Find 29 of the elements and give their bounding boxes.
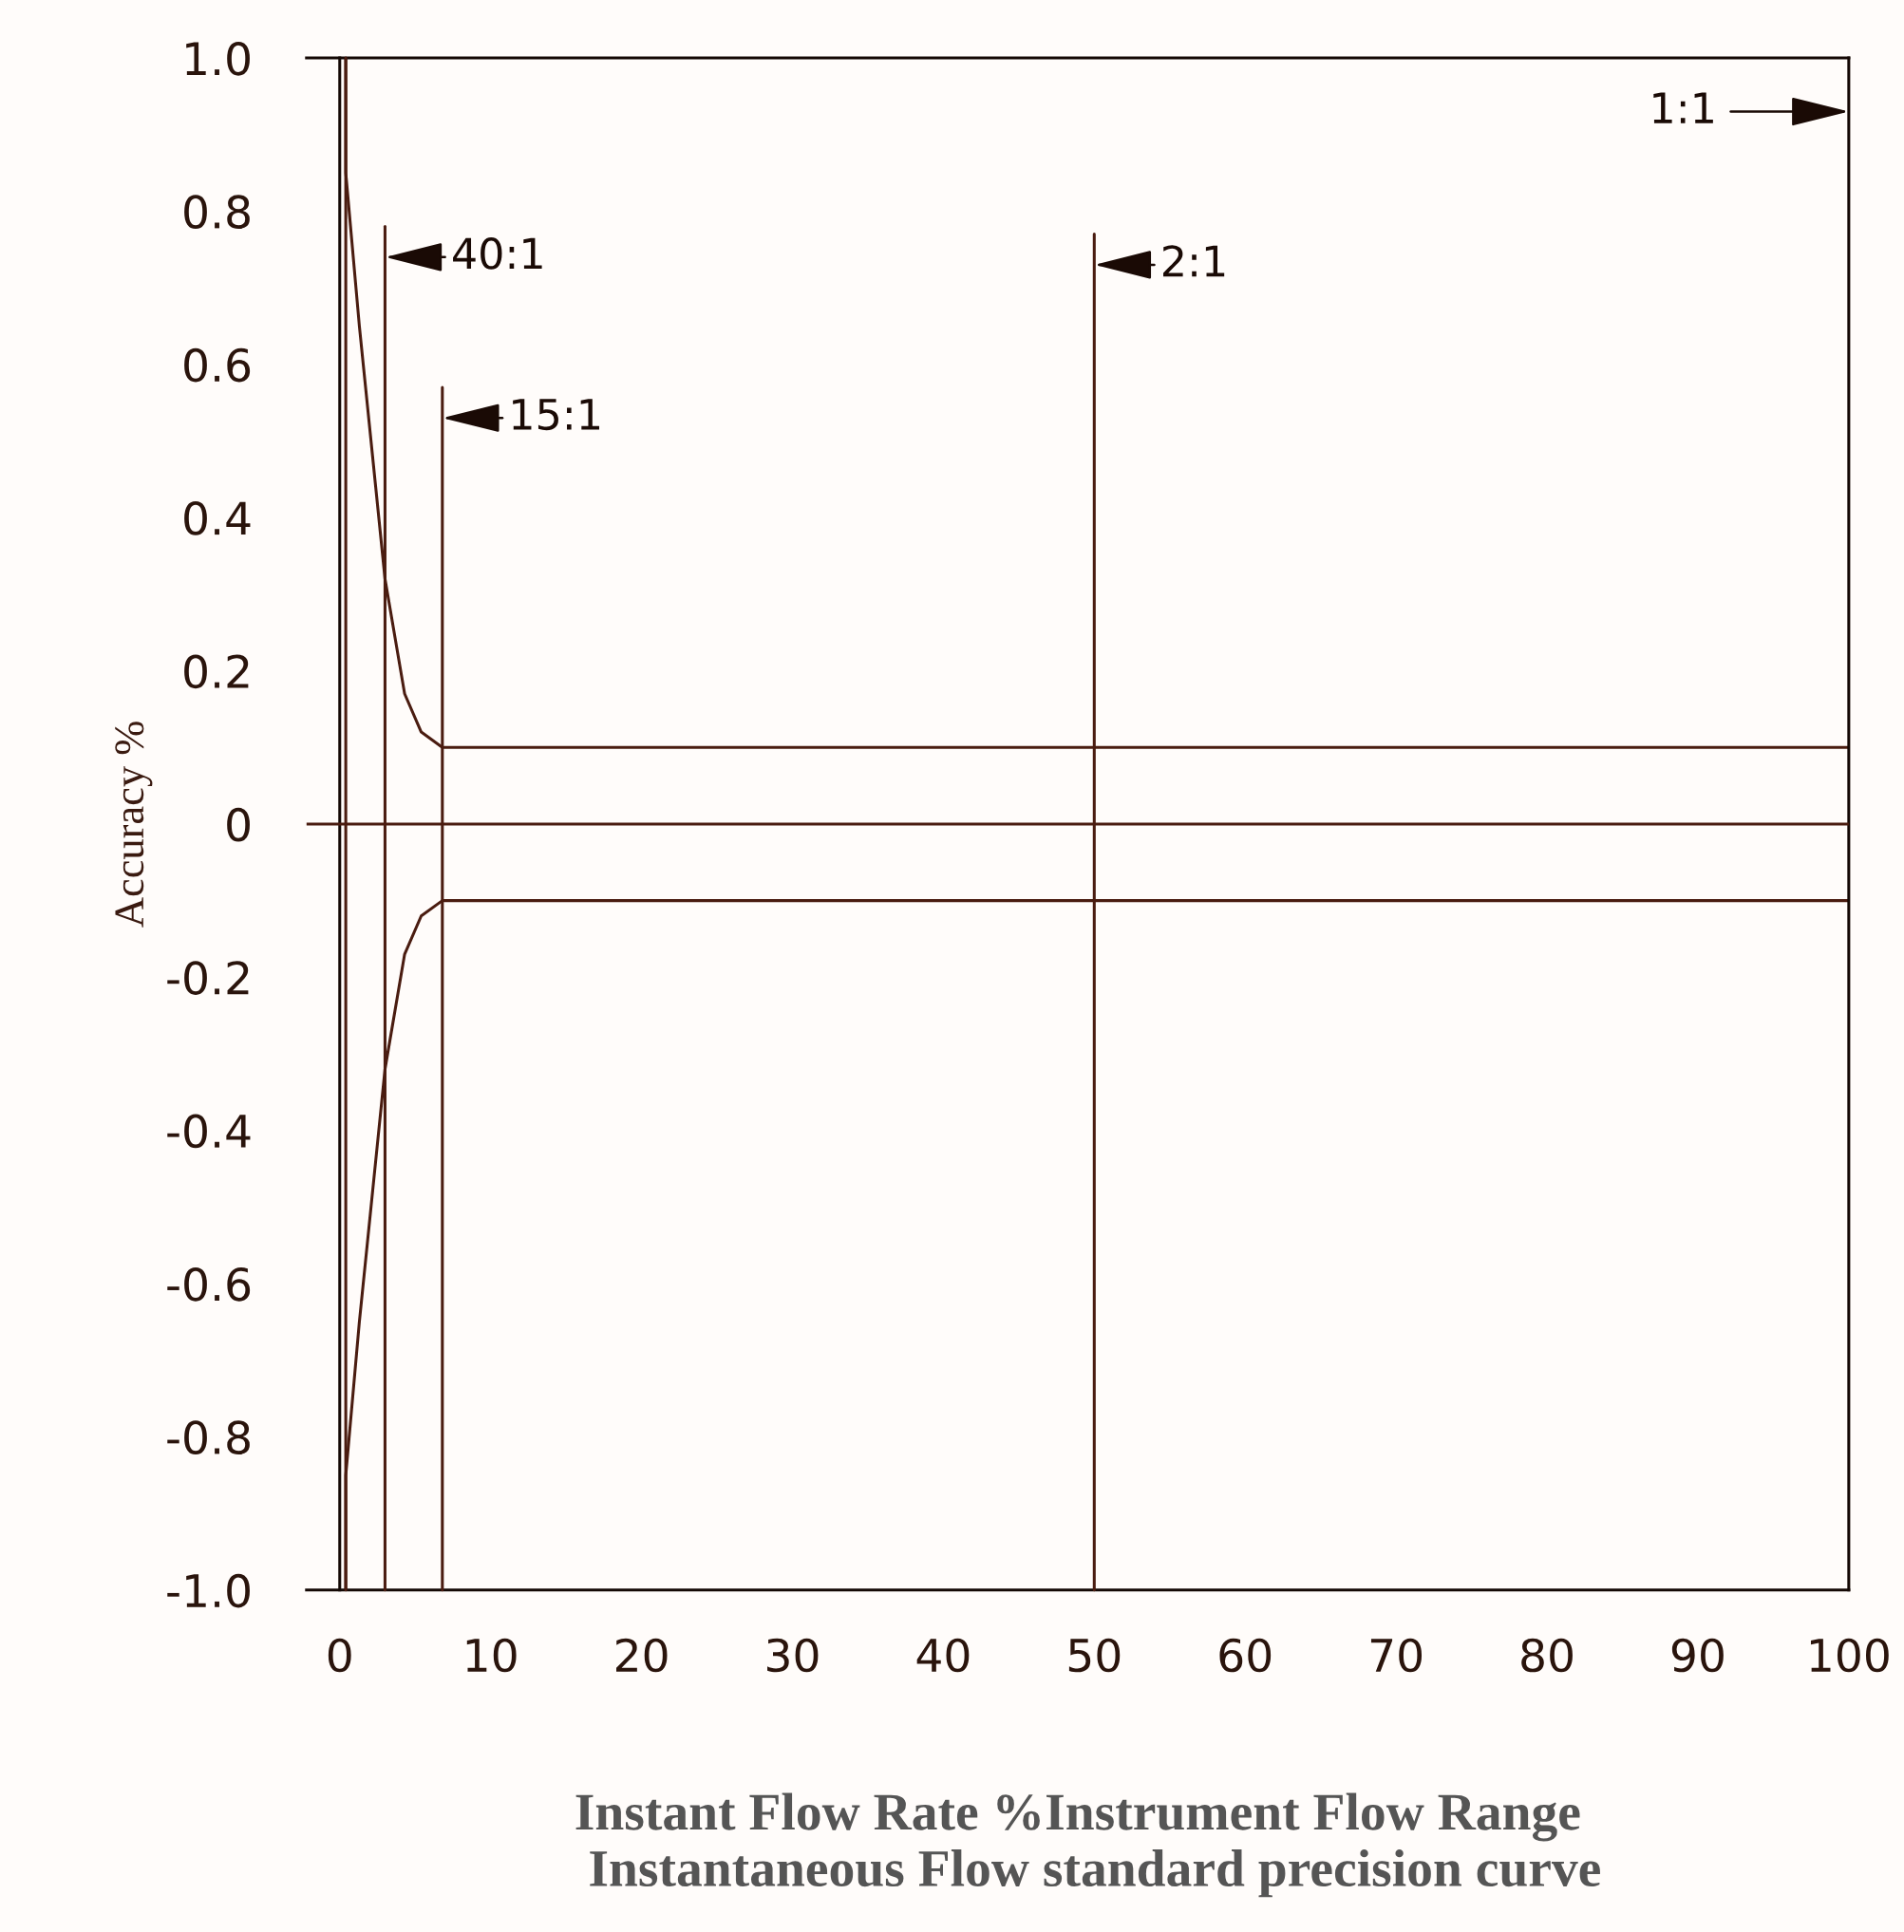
x-tick-label: 70 — [1370, 1638, 1423, 1673]
x-tick-label: 50 — [1068, 1638, 1121, 1673]
y-tick-label: -0.4 — [167, 1114, 251, 1149]
x-tick-label: 60 — [1219, 1638, 1272, 1673]
annotation: 40:1 — [453, 237, 542, 270]
annotation: 1:1 — [1653, 92, 1713, 123]
x-axis-title: Instant Flow Rate %Instrument Flow Range — [575, 1792, 1580, 1842]
y-tick-label: -0.6 — [167, 1266, 251, 1302]
y-tick-label: 0.2 — [184, 654, 249, 689]
x-tick-label: 0 — [328, 1638, 351, 1673]
y-tick-label: 0.6 — [184, 347, 251, 383]
y-tick-label: -0.8 — [167, 1420, 250, 1455]
x-tick-label: 10 — [466, 1638, 517, 1673]
y-tick-label: 0.4 — [184, 501, 251, 535]
x-tick-label: 40 — [916, 1638, 970, 1673]
x-tick-label: 90 — [1671, 1638, 1724, 1673]
y-tick-label: 1.0 — [186, 41, 250, 76]
y-tick-label: 0 — [227, 807, 250, 842]
x-tick-label: 100 — [1810, 1638, 1889, 1673]
y-axis-title: Accuracy % — [115, 722, 153, 928]
y-tick-label: -1.0 — [167, 1573, 250, 1608]
x-tick-label: 20 — [616, 1638, 668, 1673]
annotation: 15:1 — [513, 399, 599, 431]
y-tick-label: -0.2 — [167, 961, 249, 995]
annotation: 2:1 — [1163, 245, 1225, 277]
x-tick-label: 80 — [1521, 1638, 1573, 1673]
x-tick-label: 30 — [767, 1638, 819, 1673]
y-tick-label: 0.8 — [184, 195, 250, 230]
text: Instantaneous Flow standard precision curve — [590, 1848, 1600, 1898]
